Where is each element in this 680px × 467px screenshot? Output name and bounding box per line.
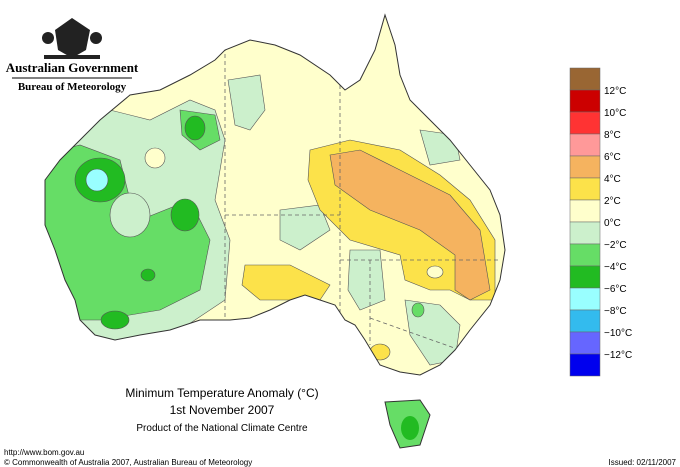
legend-swatch bbox=[569, 287, 601, 311]
crest bbox=[42, 18, 102, 59]
legend-swatch bbox=[569, 309, 601, 333]
legend-swatch bbox=[569, 221, 601, 245]
legend-label: −12°C bbox=[604, 350, 632, 361]
header-title: Australian Government bbox=[6, 60, 139, 75]
legend-swatch bbox=[569, 133, 601, 157]
tasmania-anomaly bbox=[401, 416, 419, 440]
coastline bbox=[44, 13, 506, 376]
legend-swatch bbox=[569, 177, 601, 201]
legend-swatch bbox=[569, 67, 601, 91]
legend-swatch bbox=[569, 331, 601, 355]
legend-swatch bbox=[569, 111, 601, 135]
header-subtitle: Bureau of Meteorology bbox=[18, 81, 127, 93]
legend-label: −8°C bbox=[604, 306, 627, 317]
legend-swatch bbox=[569, 243, 601, 267]
footer-issued: Issued: 02/11/2007 bbox=[609, 458, 677, 467]
legend-label: 2°C bbox=[604, 196, 621, 207]
legend-label: 0°C bbox=[604, 218, 621, 229]
legend-label: −10°C bbox=[604, 328, 632, 339]
legend-label: 6°C bbox=[604, 152, 621, 163]
legend-label: −4°C bbox=[604, 262, 627, 273]
legend-swatch bbox=[569, 155, 601, 179]
map-source: Product of the National Climate Centre bbox=[136, 423, 308, 434]
map-title: Minimum Temperature Anomaly (°C) bbox=[125, 386, 318, 400]
legend-swatch bbox=[569, 353, 601, 377]
legend-swatch bbox=[569, 89, 601, 113]
legend-label: 4°C bbox=[604, 174, 621, 185]
legend-label: 8°C bbox=[604, 130, 621, 141]
legend-swatch bbox=[569, 265, 601, 289]
legend-label: 12°C bbox=[604, 86, 626, 97]
legend: 12°C 10°C 8°C 6°C 4°C 2°C 0°C −2°C −4°C −6°C −8°C −… bbox=[569, 67, 632, 377]
legend-swatch bbox=[569, 199, 601, 223]
legend-label: 10°C bbox=[604, 108, 626, 119]
map-date: 1st November 2007 bbox=[170, 403, 275, 417]
footer-url: http://www.bom.gov.au bbox=[4, 448, 84, 457]
legend-label: −6°C bbox=[604, 284, 627, 295]
legend-label: −2°C bbox=[604, 240, 627, 251]
footer-copyright: © Commonwealth of Australia 2007, Austra… bbox=[4, 458, 252, 467]
